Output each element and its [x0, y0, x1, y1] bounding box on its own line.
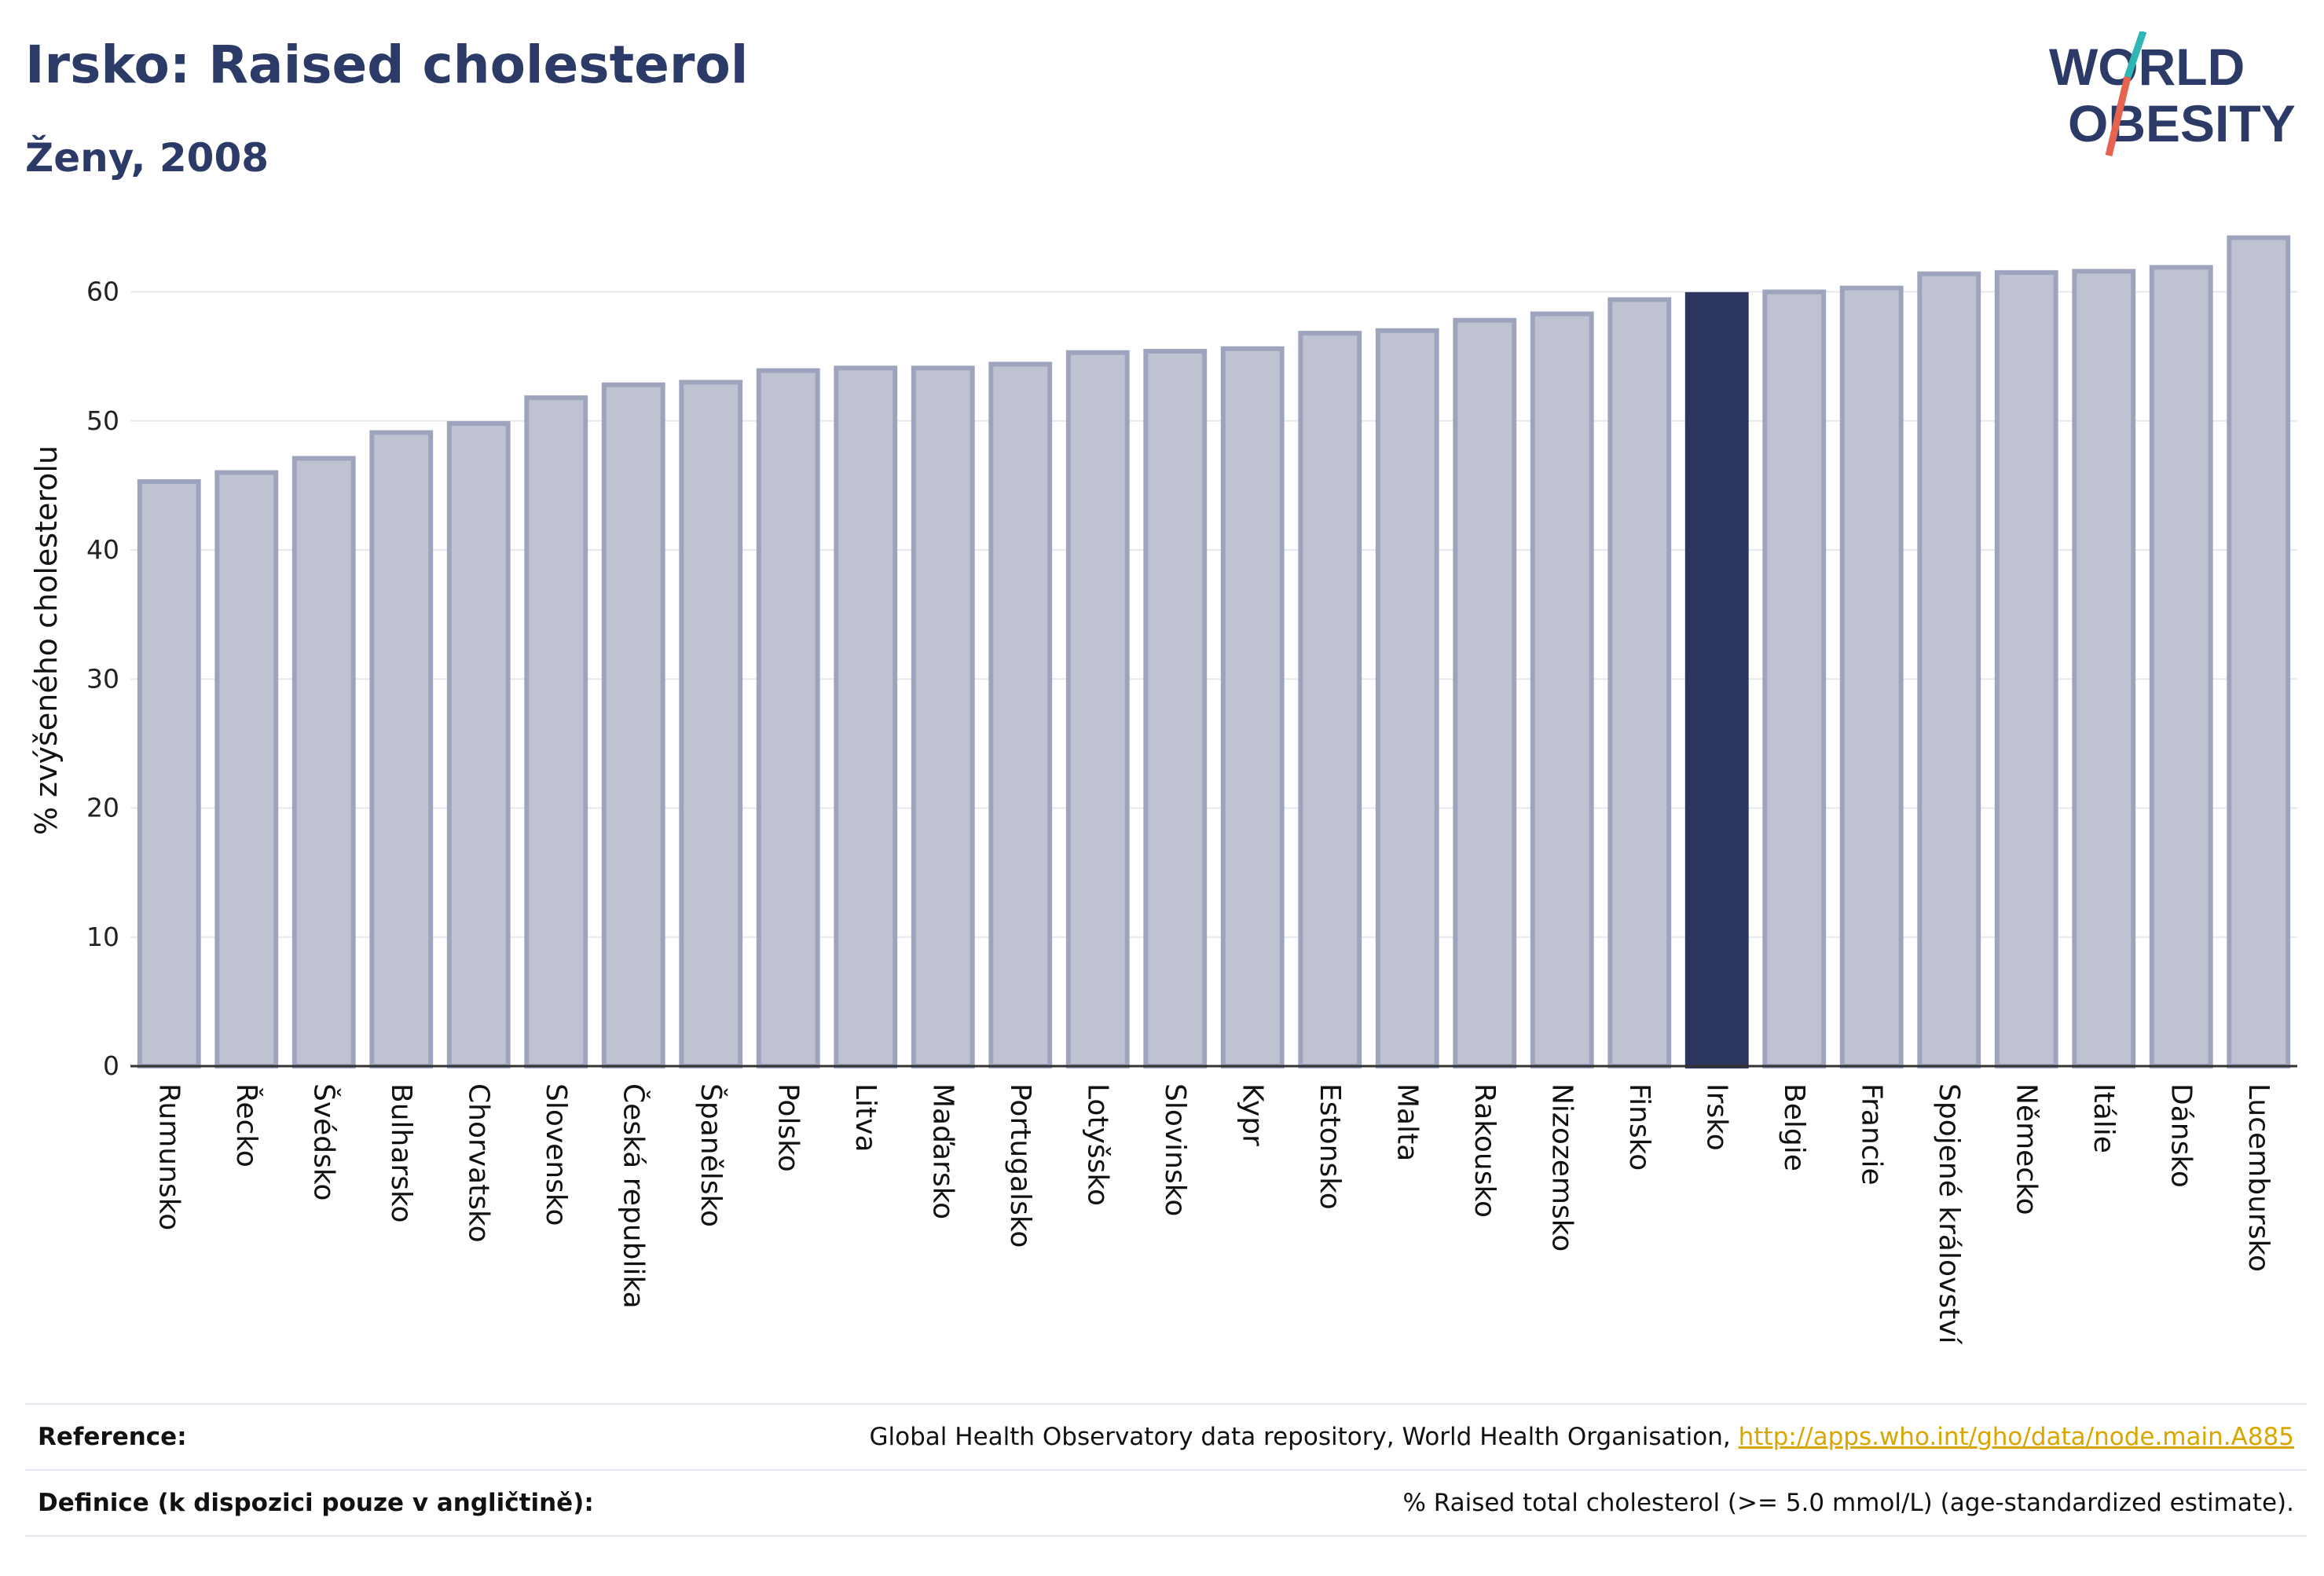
x-tick-label: Česká republika [617, 1083, 650, 1309]
x-tick-label: Rumunsko [152, 1083, 185, 1230]
bar-highlight [1684, 291, 1749, 1068]
bar [2149, 265, 2213, 1068]
bar [1839, 285, 1904, 1069]
y-axis-ticks: 0 10 20 30 40 50 60 [86, 277, 119, 1081]
definition-label: Definice (k dispozici pouze v angličtině… [38, 1489, 594, 1517]
y-tick-label: 40 [86, 534, 119, 565]
bar [834, 365, 898, 1068]
x-tick-label: Francie [1855, 1083, 1887, 1186]
y-tick-label: 20 [86, 793, 119, 823]
logo-line-2: OBESITY [2068, 94, 2296, 152]
bar [1220, 346, 1285, 1068]
x-tick-label: Bulharsko [385, 1083, 417, 1223]
x-tick-label: Maďarsko [926, 1083, 959, 1219]
bars [130, 235, 2297, 1069]
x-tick-label: Estonsko [1314, 1083, 1346, 1210]
chart-subtitle: Ženy, 2008 [25, 135, 269, 181]
bar [137, 478, 201, 1068]
reference-label: Reference: [38, 1423, 187, 1451]
logo-slash-coral [2105, 75, 2132, 157]
reference-row: Reference: Global Health Observatory dat… [25, 1403, 2307, 1469]
x-tick-label: Nizozemsko [1545, 1083, 1578, 1252]
bar [1375, 328, 1439, 1068]
reference-value: Global Health Observatory data repositor… [870, 1423, 2294, 1451]
logo-line-1: WORLD [2049, 38, 2245, 96]
bar [369, 430, 434, 1068]
bar [1298, 331, 1362, 1068]
x-tick-label: Řecko [230, 1083, 263, 1167]
reference-table: Reference: Global Health Observatory dat… [25, 1403, 2307, 1537]
bar [1453, 317, 1517, 1069]
bar [988, 361, 1053, 1068]
bar-chart: 0 10 20 30 40 50 60 Rumunsko Řecko Švédsko Bulhar… [29, 235, 2297, 1345]
x-axis-ticks: Rumunsko Řecko Švédsko Bulharsko Chorvatsko S… [152, 1083, 2275, 1345]
bar [756, 368, 820, 1068]
bar [2072, 269, 2136, 1068]
bar [1143, 349, 1208, 1068]
x-tick-label: Kypr [1236, 1083, 1268, 1146]
x-tick-label: Irsko [1700, 1083, 1732, 1151]
x-tick-label: Itálie [2088, 1083, 2120, 1153]
x-tick-label: Spojené království [1933, 1083, 1965, 1345]
x-tick-label: Lucembursko [2242, 1083, 2275, 1272]
bar [1530, 311, 1594, 1068]
world-obesity-logo: WORLD OBESITY [2049, 31, 2296, 157]
bar [1065, 350, 1130, 1068]
x-tick-label: Litva [849, 1083, 882, 1153]
x-tick-label: Chorvatsko [462, 1083, 494, 1243]
definition-row: Definice (k dispozici pouze v angličtině… [25, 1469, 2307, 1537]
chart-title: Irsko: Raised cholesterol [25, 35, 749, 95]
bar [291, 456, 356, 1068]
x-tick-label: Španělsko [695, 1083, 728, 1227]
bar [214, 470, 279, 1068]
y-tick-label: 0 [103, 1050, 119, 1081]
x-tick-label: Malta [1391, 1083, 1423, 1161]
x-tick-label: Finsko [1623, 1083, 1655, 1171]
x-tick-label: Švédsko [307, 1083, 340, 1201]
bar [446, 421, 511, 1068]
x-tick-label: Lotyšsko [1081, 1083, 1113, 1206]
x-tick-label: Německo [2010, 1083, 2042, 1215]
reference-text: Global Health Observatory data repositor… [869, 1423, 1731, 1451]
bar [524, 395, 588, 1068]
x-tick-label: Dánsko [2165, 1083, 2197, 1188]
bar [1762, 289, 1827, 1068]
x-tick-label: Polsko [772, 1083, 804, 1172]
y-tick-label: 10 [86, 922, 119, 952]
y-tick-label: 30 [86, 663, 119, 694]
x-tick-label: Portugalsko [1004, 1083, 1036, 1248]
bar [601, 382, 665, 1068]
logo-slash-teal [2124, 31, 2147, 79]
bar [1917, 271, 1981, 1068]
bar [679, 379, 743, 1068]
bar [1994, 269, 2058, 1068]
bar [2227, 235, 2291, 1069]
x-tick-label: Rakousko [1468, 1083, 1501, 1218]
bar [911, 365, 975, 1068]
x-tick-label: Slovinsko [1159, 1083, 1191, 1216]
y-axis-label: % zvýšeného cholesterolu [29, 445, 64, 835]
x-tick-label: Slovensko [540, 1083, 572, 1226]
x-tick-label: Belgie [1778, 1083, 1810, 1171]
reference-link[interactable]: http://apps.who.int/gho/data/node.main.A… [1738, 1423, 2294, 1451]
definition-text: % Raised total cholesterol (>= 5.0 mmol/… [1402, 1489, 2294, 1517]
y-tick-label: 60 [86, 277, 119, 307]
y-tick-label: 50 [86, 405, 119, 436]
bar [1607, 297, 1672, 1068]
